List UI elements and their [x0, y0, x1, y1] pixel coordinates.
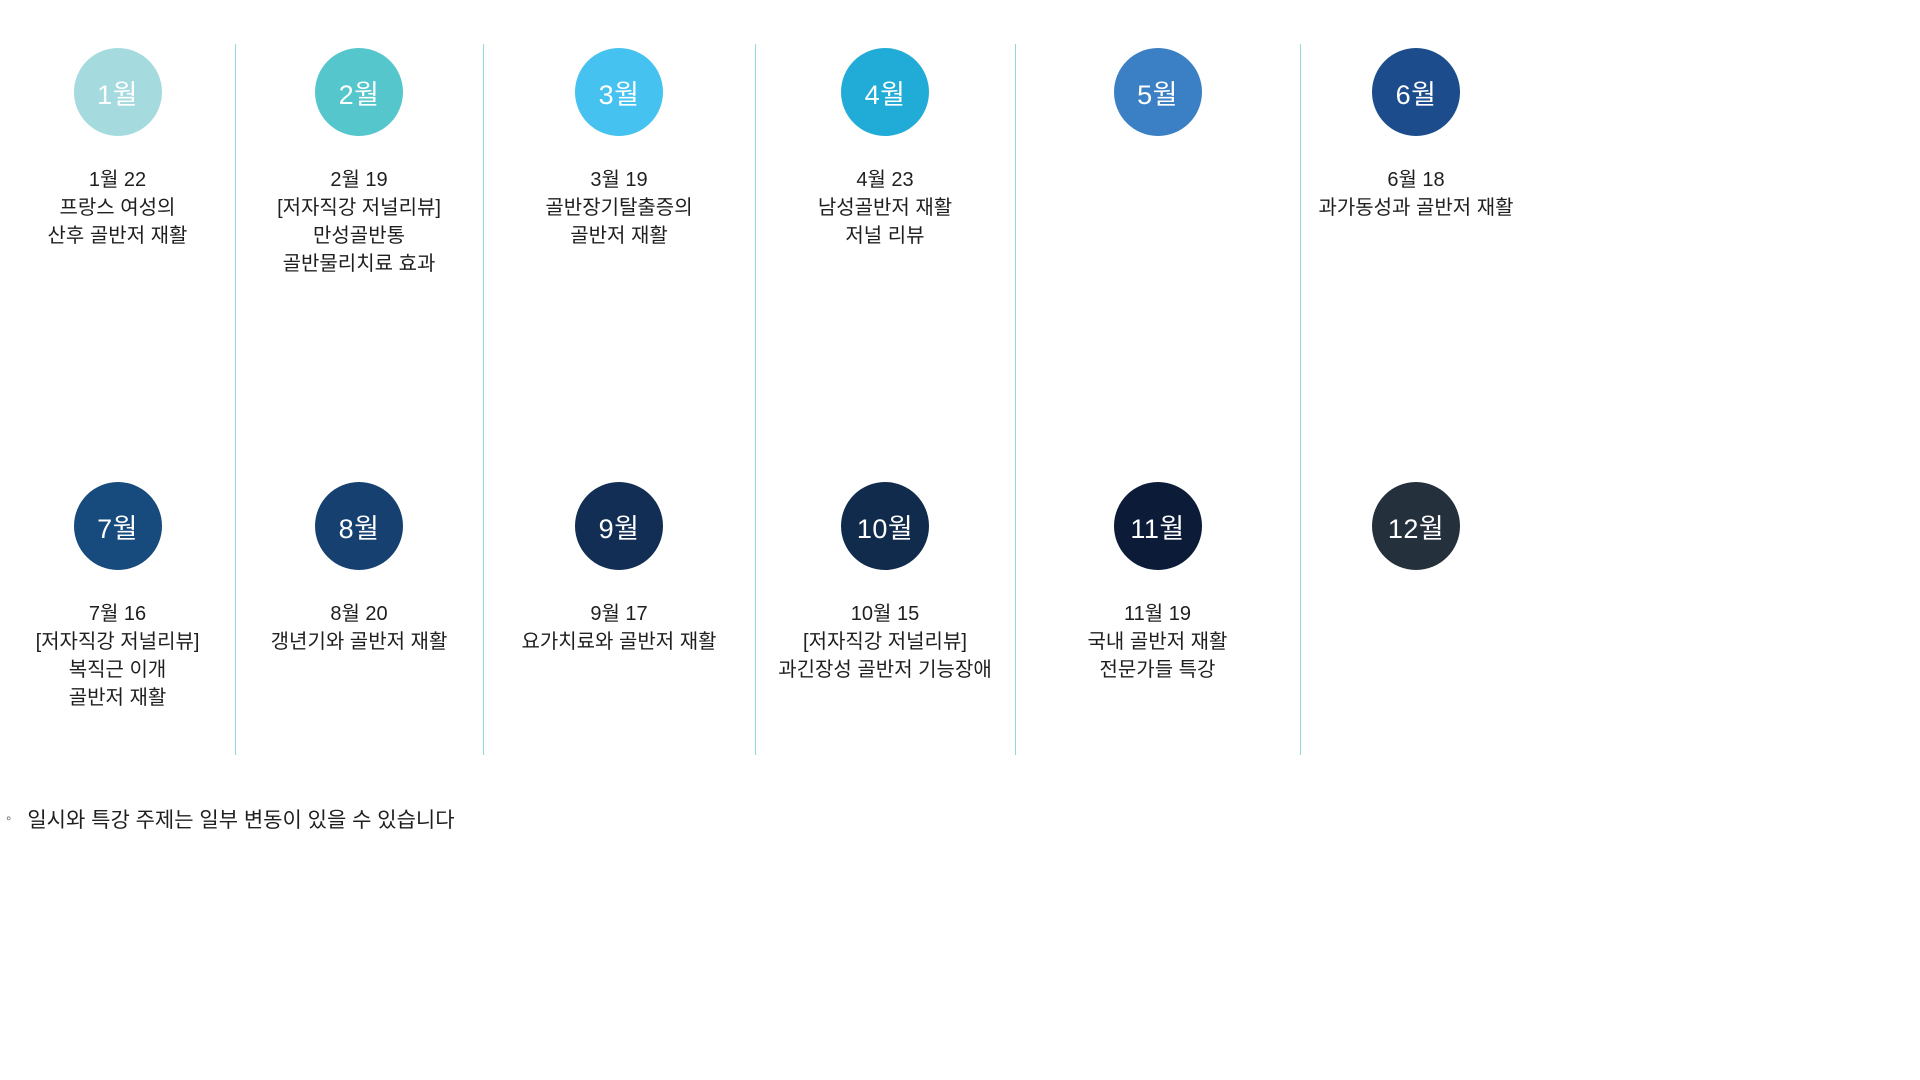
month-badge: 11월 [1113, 482, 1202, 570]
month-badge: 8월 [315, 482, 403, 570]
event-line: 골반장기탈출증의 [545, 197, 693, 219]
column-divider-line [755, 44, 756, 755]
event-line: 골반저 재활 [68, 687, 167, 709]
footnote-text: 일시와 특강 주제는 일부 변동이 있을 수 있습니다 [27, 809, 455, 832]
column-divider-line [235, 44, 236, 755]
month-badge: 1월 [73, 48, 162, 136]
month-cell-5월: 5월 [1015, 0, 1300, 434]
month-badge: 9월 [575, 482, 663, 570]
month-label: 7월 [97, 513, 138, 544]
month-cell-9월: 9월 9월 17 요가치료와 골반저 재활 [483, 434, 755, 712]
event-text: 6월 18 과가동성과 골반저 재활 [1318, 166, 1513, 222]
footnote-bullet-icon: ◦ [6, 809, 12, 827]
event-line: 7월 16 [88, 603, 147, 625]
event-line: 과가동성과 골반저 재활 [1318, 197, 1514, 219]
month-label: 4월 [864, 79, 906, 110]
event-line: 국내 골반저 재활 [1087, 631, 1228, 653]
event-line: 저널 리뷰 [845, 225, 925, 247]
month-cell-6월: 6월 6월 18 과가동성과 골반저 재활 [1300, 0, 1532, 434]
month-badge: 2월 [315, 48, 403, 136]
event-text: 10월 15 [저자직강 저널리뷰] 과긴장성 골반저 기능장애 [778, 600, 992, 684]
month-badge: 12월 [1372, 482, 1460, 570]
month-label: 5월 [1137, 79, 1178, 110]
month-badge: 10월 [841, 482, 929, 570]
month-cell-12월: 12월 [1300, 434, 1532, 712]
event-line: 3월 19 [590, 169, 648, 191]
event-line: 과긴장성 골반저 기능장애 [778, 659, 992, 681]
month-badge: 7월 [73, 482, 162, 570]
column-divider-line [1300, 44, 1301, 755]
month-label: 2월 [338, 79, 380, 110]
event-line: [저자직강 저널리뷰] [277, 197, 441, 219]
month-badge: 6월 [1372, 48, 1460, 136]
month-label: 10월 [856, 513, 914, 544]
month-label: 1월 [97, 79, 138, 110]
month-badge: 5월 [1113, 48, 1202, 136]
column-divider-line [483, 44, 484, 755]
event-line: 8월 20 [330, 603, 388, 625]
month-cell-10월: 10월 10월 15 [저자직강 저널리뷰] 과긴장성 골반저 기능장애 [755, 434, 1015, 712]
column-divider-line [1015, 44, 1016, 755]
event-line: 골반물리치료 효과 [282, 253, 436, 275]
month-label: 11월 [1130, 513, 1185, 544]
event-line: [저자직강 저널리뷰] [35, 631, 200, 653]
month-label: 3월 [598, 79, 640, 110]
event-line: 1월 22 [88, 169, 147, 191]
event-line: 만성골반통 [313, 225, 405, 247]
event-text: 8월 20 갱년기와 골반저 재활 [271, 600, 448, 656]
month-badge: 3월 [575, 48, 663, 136]
month-label: 12월 [1387, 513, 1445, 544]
event-line: 6월 18 [1387, 169, 1445, 191]
event-line: 갱년기와 골반저 재활 [270, 631, 448, 653]
month-label: 9월 [598, 513, 640, 544]
month-label: 6월 [1395, 79, 1437, 110]
event-line: 전문가들 특강 [1099, 659, 1216, 681]
event-line: 2월 19 [330, 169, 388, 191]
event-line: 10월 15 [850, 603, 920, 625]
event-line: 요가치료와 골반저 재활 [521, 631, 717, 653]
event-line: [저자직강 저널리뷰] [803, 631, 967, 653]
month-badge: 4월 [841, 48, 929, 136]
month-cell-8월: 8월 8월 20 갱년기와 골반저 재활 [235, 434, 483, 712]
event-line: 9월 17 [590, 603, 648, 625]
footnote: ◦ 일시와 특강 주제는 일부 변동이 있을 수 있습니다 [6, 804, 455, 834]
event-line: 복직근 이개 [68, 659, 167, 681]
event-line: 4월 23 [856, 169, 914, 191]
month-label: 8월 [338, 513, 380, 544]
event-line: 남성골반저 재활 [817, 197, 953, 219]
event-line: 골반저 재활 [570, 225, 668, 247]
event-line: 산후 골반저 재활 [47, 225, 188, 247]
event-line: 11월 19 [1124, 603, 1191, 625]
event-line: 프랑스 여성의 [59, 197, 176, 219]
event-text: 9월 17 요가치료와 골반저 재활 [521, 600, 716, 656]
